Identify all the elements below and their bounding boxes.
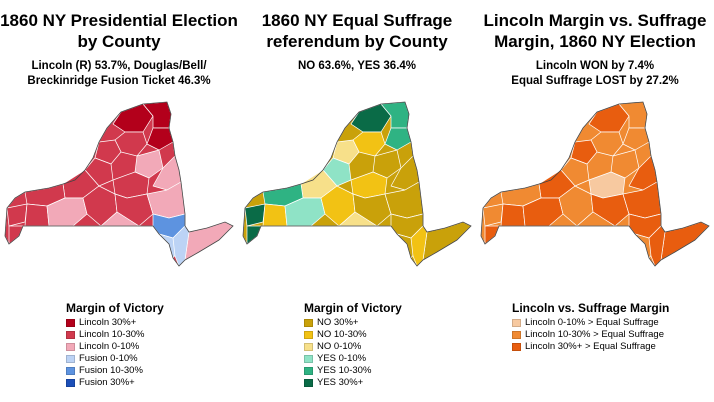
legend-swatch [304,330,313,339]
legend-item: Fusion 0-10% [66,353,164,364]
legend-item: YES 30%+ [304,377,402,388]
suffrage-referendum-panel: 1860 NY Equal Suffrage referendum by Cou… [238,0,476,402]
legend-items: Lincoln 30%+ Lincoln 10-30% Lincoln 0-10% F… [66,317,164,388]
county-region [94,139,122,165]
subtitle-line: NO 63.6%, YES 36.4% [297,60,417,72]
county-region [570,139,598,165]
legend-title: Lincoln vs. Suffrage Margin [512,301,670,315]
legend-item: Lincoln 0-10% > Equal Suffrage [512,317,669,328]
title-line: 1860 NY Equal Suffrage [261,11,453,30]
map-legend: Margin of Victory NO 30%+ NO 10-30% NO 0-1… [304,301,402,388]
legend-label: Lincoln 30%+ > Equal Suffrage [525,341,656,352]
panel-title: 1860 NY Presidential Election by County [0,10,238,52]
title-line: by County [77,32,161,51]
county-region [262,203,288,227]
panel-subtitle: Lincoln (R) 53.7%, Douglas/Bell/ Breckin… [0,59,238,89]
legend-label: NO 0-10% [317,341,362,352]
presidential-election-panel: 1860 NY Presidential Election by County … [0,0,238,402]
panel-subtitle: Lincoln WON by 7.4% Equal Suffrage LOST … [476,59,714,89]
county-region [24,203,50,227]
legend-label: NO 10-30% [317,329,367,340]
legend-swatch [304,378,313,387]
ny-county-map [242,101,472,267]
legend-title: Margin of Victory [304,301,402,315]
subtitle-line: Lincoln (R) 53.7%, Douglas/Bell/ [31,60,207,72]
county-region [332,139,360,165]
panel-title: 1860 NY Equal Suffrage referendum by Cou… [238,10,476,52]
legend-swatch [66,378,75,387]
title-line: Margin, 1860 NY Election [494,32,696,51]
legend-label: NO 30%+ [317,317,359,328]
county-region [246,225,264,245]
legend-label: Lincoln 30%+ [79,317,137,328]
legend-swatch [512,342,521,351]
ny-county-map [4,101,234,267]
legend-swatch [304,354,313,363]
subtitle-line: Equal Suffrage LOST by 27.2% [511,75,679,87]
legend-swatch [304,342,313,351]
county-region [8,225,26,245]
map-legend: Margin of Victory Lincoln 30%+ Lincoln 10… [66,301,164,388]
legend-label: Lincoln 10-30% > Equal Suffrage [525,329,664,340]
state-border [242,101,472,267]
legend-swatch [304,366,313,375]
subtitle-line: Lincoln WON by 7.4% [535,60,655,72]
legend-label: Lincoln 0-10% > Equal Suffrage [525,317,659,328]
legend-items: NO 30%+ NO 10-30% NO 0-10% YES 0-10% YES 10-… [304,317,402,388]
subtitle-line: Breckinridge Fusion Ticket 46.3% [27,75,211,87]
title-line: 1860 NY Presidential Election [0,11,238,30]
legend-swatch [66,366,75,375]
legend-swatch [66,330,75,339]
state-border [480,101,710,267]
legend-label: YES 10-30% [317,365,372,376]
legend-item: YES 10-30% [304,365,402,376]
ny-county-map [480,101,710,267]
county-region [372,149,402,179]
county-region [484,225,502,245]
panel-title: Lincoln Margin vs. Suffrage Margin, 1860… [476,10,714,52]
legend-title: Margin of Victory [66,301,164,315]
title-line: Lincoln Margin vs. Suffrage [483,11,707,30]
legend-item: NO 10-30% [304,329,402,340]
county-region [244,203,266,227]
legend-label: Fusion 30%+ [79,377,135,388]
legend-item: YES 0-10% [304,353,402,364]
legend-label: YES 30%+ [317,377,364,388]
title-line: referendum by County [266,32,448,51]
legend-swatch [304,318,313,327]
legend-label: Fusion 10-30% [79,365,143,376]
county-region [6,203,28,227]
legend-item: Lincoln 10-30% > Equal Suffrage [512,329,669,340]
legend-swatch [66,318,75,327]
map-legend: Lincoln vs. Suffrage Margin Lincoln 0-10… [512,301,669,352]
legend-item: Lincoln 10-30% [66,329,164,340]
panel-subtitle: NO 63.6%, YES 36.4% [238,59,476,74]
legend-label: Lincoln 0-10% [79,341,140,352]
county-region [622,127,650,151]
county-region [500,203,526,227]
legend-item: Lincoln 30%+ [66,317,164,328]
county-region [146,127,174,151]
county-region [610,149,640,179]
legend-item: NO 30%+ [304,317,402,328]
legend-label: YES 0-10% [317,353,367,364]
margin-comparison-panel: Lincoln Margin vs. Suffrage Margin, 1860… [476,0,714,402]
legend-label: Lincoln 10-30% [79,329,145,340]
state-border [4,101,234,267]
legend-swatch [66,354,75,363]
legend-item: NO 0-10% [304,341,402,352]
county-region [384,127,412,151]
legend-item: Fusion 10-30% [66,365,164,376]
legend-items: Lincoln 0-10% > Equal Suffrage Lincoln 10… [512,317,669,352]
legend-swatch [512,318,521,327]
legend-item: Lincoln 0-10% [66,341,164,352]
legend-item: Fusion 30%+ [66,377,164,388]
legend-label: Fusion 0-10% [79,353,138,364]
legend-swatch [512,330,521,339]
legend-swatch [66,342,75,351]
county-region [134,149,164,179]
county-region [482,203,504,227]
legend-item: Lincoln 30%+ > Equal Suffrage [512,341,669,352]
